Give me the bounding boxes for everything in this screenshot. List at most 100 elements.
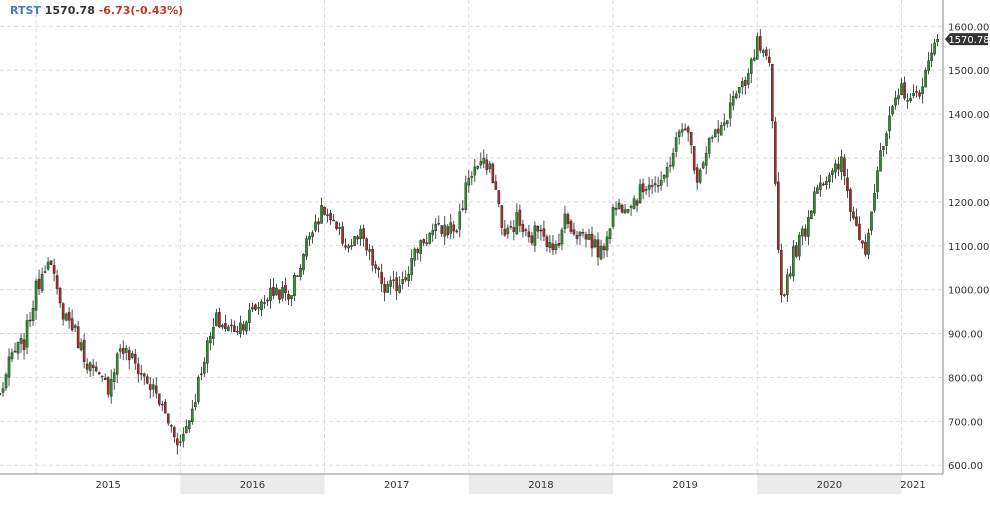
- y-tick-label: 600.00: [948, 461, 983, 472]
- x-tick-label: 2015: [95, 480, 120, 491]
- candle: [813, 186, 816, 216]
- candle: [269, 279, 272, 309]
- candle-up: [737, 87, 741, 94]
- candle-up: [515, 212, 519, 235]
- candle-up: [632, 198, 636, 210]
- candle-down: [602, 246, 606, 251]
- candle-up: [882, 146, 885, 150]
- candle: [43, 265, 47, 274]
- candle: [807, 210, 810, 246]
- candle: [332, 214, 335, 222]
- candle-up: [151, 384, 155, 390]
- candle: [239, 315, 242, 338]
- candle: [485, 153, 489, 175]
- candle-up: [347, 245, 350, 249]
- candle: [686, 125, 690, 142]
- candle-down: [344, 245, 347, 248]
- candle: [891, 104, 894, 117]
- candle: [425, 233, 429, 247]
- candle-up: [299, 268, 302, 277]
- candle-down: [395, 277, 398, 292]
- candle: [662, 174, 666, 183]
- candle: [858, 216, 861, 241]
- candle-down: [242, 324, 245, 331]
- candle-down: [491, 163, 495, 184]
- candle-down: [169, 425, 173, 427]
- candle: [626, 208, 630, 214]
- candle-down: [160, 403, 164, 406]
- year-band: [180, 474, 325, 494]
- candle-up: [212, 326, 215, 339]
- candle-down: [545, 236, 549, 248]
- candle: [795, 241, 798, 259]
- candle-down: [915, 91, 918, 93]
- candle-up: [677, 131, 681, 137]
- candle-down: [139, 373, 143, 375]
- candle-up: [662, 174, 666, 179]
- candle: [353, 236, 356, 247]
- x-tick-label: 2020: [817, 480, 842, 491]
- candle-up: [587, 234, 591, 240]
- candle: [124, 344, 128, 361]
- candle-up: [115, 353, 119, 375]
- candle: [569, 219, 573, 235]
- candle: [305, 235, 308, 261]
- candle-up: [671, 152, 675, 167]
- candle-up: [813, 191, 816, 214]
- candle-up: [479, 161, 483, 166]
- candle-up: [314, 221, 317, 231]
- candle: [701, 160, 705, 170]
- candle-up: [936, 38, 939, 43]
- candle-up: [638, 184, 642, 203]
- candle: [930, 43, 933, 67]
- candle: [771, 63, 774, 129]
- candle-down: [70, 318, 74, 331]
- candle: [566, 212, 570, 229]
- candle: [828, 172, 831, 189]
- candle: [458, 203, 462, 238]
- candle-down: [145, 376, 149, 384]
- candle: [224, 314, 227, 332]
- candle-down: [326, 214, 329, 216]
- candle: [335, 221, 338, 231]
- candle-up: [260, 301, 263, 311]
- candle: [789, 265, 792, 280]
- candle: [900, 78, 903, 96]
- candle: [909, 92, 912, 103]
- candle: [713, 128, 717, 138]
- candle: [671, 147, 675, 170]
- candle: [227, 324, 230, 332]
- candle-up: [410, 258, 413, 275]
- price-change: -6.73(-0.43%): [98, 4, 184, 17]
- candle: [816, 184, 819, 194]
- candle-down: [864, 241, 867, 255]
- candle-up: [548, 242, 552, 248]
- candle: [725, 120, 729, 128]
- candle: [494, 174, 498, 191]
- candle: [67, 307, 71, 329]
- candle: [350, 239, 353, 250]
- candle-down: [689, 132, 693, 146]
- candle-down: [383, 284, 386, 293]
- candle-up: [398, 285, 401, 293]
- candle-down: [509, 226, 513, 228]
- candle: [182, 427, 185, 448]
- candle-up: [933, 42, 936, 55]
- candle-down: [774, 121, 777, 184]
- candle: [527, 224, 531, 243]
- candle: [846, 168, 849, 199]
- candle-up: [359, 229, 362, 240]
- x-tick-label: 2021: [900, 480, 925, 491]
- candle: [894, 90, 897, 110]
- candle-down: [49, 260, 53, 265]
- candle-up: [4, 374, 8, 389]
- candle: [810, 210, 813, 220]
- candle-up: [179, 441, 182, 444]
- candle: [0, 392, 2, 396]
- candle-down: [614, 207, 618, 210]
- candle-up: [197, 376, 200, 402]
- y-tick-label: 800.00: [948, 373, 983, 384]
- candle: [245, 320, 248, 335]
- candle: [680, 123, 684, 137]
